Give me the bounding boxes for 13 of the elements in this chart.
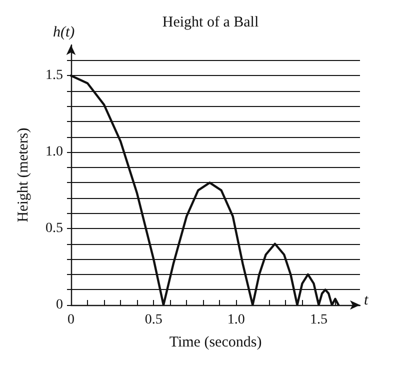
x-tick-label: 1.0 — [227, 312, 245, 328]
y-axis-title: Height (meters) — [16, 128, 32, 222]
y-tick-label: 1.5 — [46, 68, 63, 84]
y-tick-label: 1.0 — [46, 144, 63, 160]
text: h(t) — [53, 24, 75, 40]
x-tick-label: 1.5 — [310, 312, 328, 328]
y-tick-label: 0.5 — [46, 221, 63, 236]
text: t — [364, 292, 369, 308]
x-tick-label: 0 — [68, 312, 74, 328]
x-axis-title: Time (seconds) — [169, 334, 262, 350]
y-tick-label: 0 — [56, 298, 63, 312]
chart-title: Height of a Ball — [162, 14, 259, 30]
x-tick-label: 0.5 — [144, 312, 162, 328]
